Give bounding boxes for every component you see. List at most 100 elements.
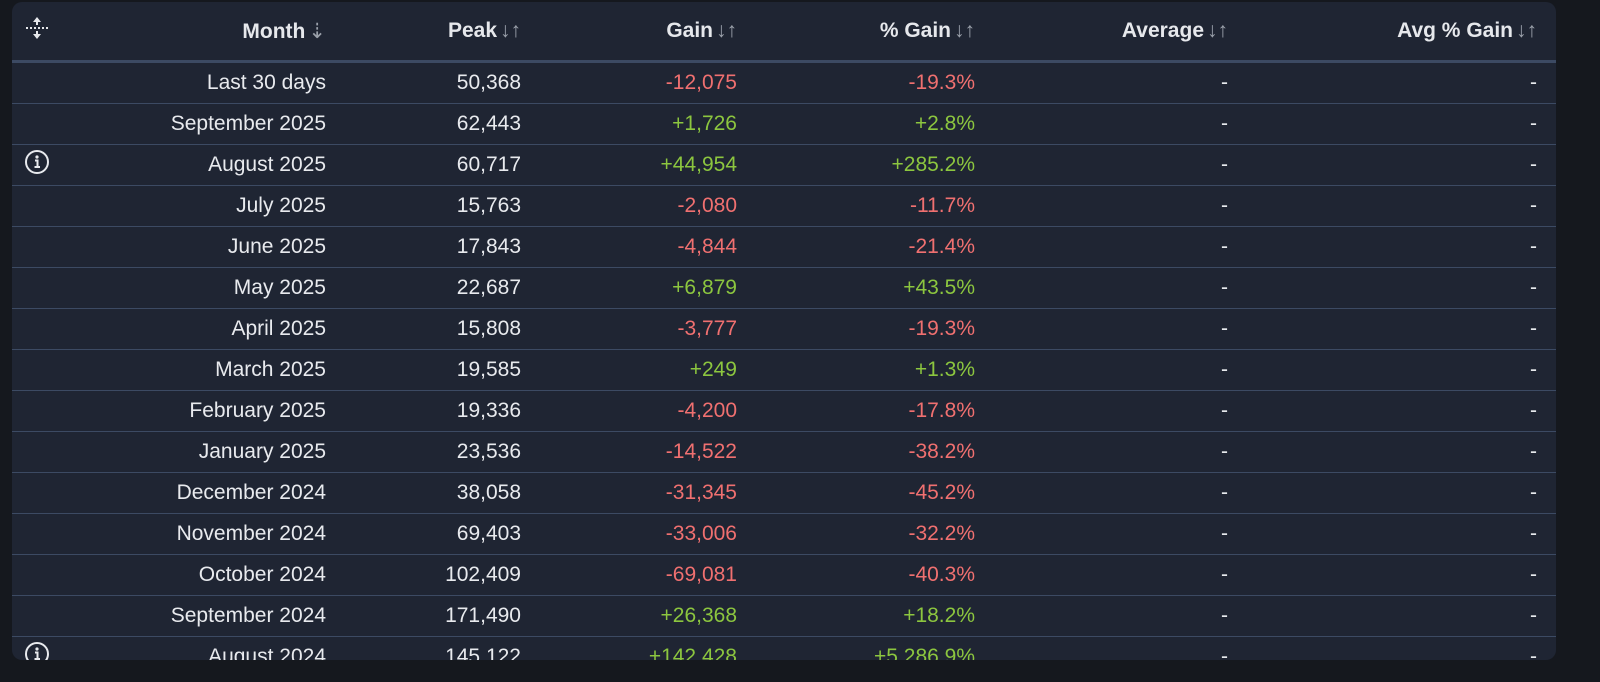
monthly-stats-table-panel: Month ⇣ Peak ↓↑ Gain ↓↑% Gain ↓↑ Average ↓↑ Avg %… [12,2,1556,660]
info-icon[interactable] [24,641,50,660]
column-header-pct-gain[interactable]: % Gain ↓↑ [737,2,975,63]
row-spacer [1537,349,1556,391]
column-header-peak[interactable]: Peak ↓↑ [326,2,521,63]
sort-descending-icon[interactable]: ⇣ [308,19,326,43]
average-cell: - [975,595,1228,637]
column-header-avg-pct-gain[interactable]: Avg % Gain ↓↑ [1228,2,1537,63]
info-icon[interactable] [24,149,50,175]
expand-toggle[interactable] [12,2,68,63]
avg-pct-gain-cell: - [1228,472,1537,514]
row-info-cell[interactable] [12,144,68,186]
average-cell: - [975,308,1228,350]
table-row: February 2025 19,336 -4,200 -17.8% - - [12,390,1556,432]
avg-pct-gain-cell: - [1228,595,1537,637]
pct-gain-cell: +18.2% [737,595,975,637]
sort-icon[interactable]: ↓↑ [500,19,521,42]
row-info-cell [12,431,68,473]
sort-icon[interactable]: ↓↑ [1207,19,1228,42]
peak-cell: 19,585 [326,349,521,391]
row-info-cell [12,554,68,596]
peak-cell: 60,717 [326,144,521,186]
table-row: January 2025 23,536 -14,522 -38.2% - - [12,431,1556,473]
pct-gain-cell: -38.2% [737,431,975,473]
column-label: Avg % Gain [1397,19,1513,42]
avg-pct-gain-cell: - [1228,513,1537,555]
month-cell: July 2025 [68,185,326,227]
table-row: September 2024 171,490 +26,368 +18.2% - … [12,595,1556,637]
peak-cell: 15,763 [326,185,521,227]
peak-cell: 19,336 [326,390,521,432]
gain-cell: -2,080 [521,185,737,227]
peak-cell: 15,808 [326,308,521,350]
gain-cell: -3,777 [521,308,737,350]
table-row: August 2024 145,122 +142,428 +5,286.9% -… [12,636,1556,660]
month-cell: March 2025 [68,349,326,391]
average-cell: - [975,349,1228,391]
gain-cell: +249 [521,349,737,391]
average-cell: - [975,554,1228,596]
column-label: Month [242,19,306,43]
row-info-cell [12,308,68,350]
sort-icon[interactable]: ↓↑ [1516,19,1537,42]
peak-cell: 171,490 [326,595,521,637]
month-cell: Last 30 days [68,61,326,104]
sort-icon[interactable]: ↓↑ [716,19,737,42]
gain-cell: -31,345 [521,472,737,514]
gain-cell: -4,200 [521,390,737,432]
column-header-month[interactable]: Month ⇣ [68,2,326,63]
month-cell: October 2024 [68,554,326,596]
column-label: Gain [666,19,713,42]
average-cell: - [975,61,1228,104]
avg-pct-gain-cell: - [1228,554,1537,596]
pct-gain-cell: -19.3% [737,308,975,350]
month-cell: September 2024 [68,595,326,637]
avg-pct-gain-cell: - [1228,267,1537,309]
gain-cell: -33,006 [521,513,737,555]
gain-cell: -69,081 [521,554,737,596]
average-cell: - [975,390,1228,432]
row-info-cell[interactable] [12,636,68,660]
month-cell: August 2024 [68,636,326,660]
gain-cell: +6,879 [521,267,737,309]
peak-cell: 22,687 [326,267,521,309]
average-cell: - [975,513,1228,555]
row-spacer [1537,103,1556,145]
gain-cell: +26,368 [521,595,737,637]
avg-pct-gain-cell: - [1228,144,1537,186]
column-header-average[interactable]: Average ↓↑ [975,2,1228,63]
row-info-cell [12,595,68,637]
month-cell: August 2025 [68,144,326,186]
row-spacer [1537,513,1556,555]
gain-cell: +1,726 [521,103,737,145]
pct-gain-cell: -32.2% [737,513,975,555]
peak-cell: 102,409 [326,554,521,596]
row-info-cell [12,103,68,145]
gain-cell: +44,954 [521,144,737,186]
row-spacer [1537,431,1556,473]
month-cell: September 2025 [68,103,326,145]
expand-vertical-icon [26,17,48,39]
pct-gain-cell: -45.2% [737,472,975,514]
avg-pct-gain-cell: - [1228,636,1537,660]
sort-icon[interactable]: ↓↑ [954,19,975,42]
row-spacer [1537,267,1556,309]
row-spacer [1537,185,1556,227]
header-row: Month ⇣ Peak ↓↑ Gain ↓↑% Gain ↓↑ Average ↓↑ Avg %… [12,2,1556,63]
month-cell: November 2024 [68,513,326,555]
pct-gain-cell: +285.2% [737,144,975,186]
table-row: November 2024 69,403 -33,006 -32.2% - - [12,513,1556,555]
row-spacer [1537,61,1556,104]
gain-cell: +142,428 [521,636,737,660]
avg-pct-gain-cell: - [1228,349,1537,391]
row-spacer [1537,144,1556,186]
column-label: Peak [447,19,497,42]
row-spacer [1537,472,1556,514]
average-cell: - [975,636,1228,660]
avg-pct-gain-cell: - [1228,390,1537,432]
row-info-cell [12,61,68,104]
header-spacer [1537,2,1556,63]
row-spacer [1537,308,1556,350]
average-cell: - [975,472,1228,514]
row-spacer [1537,554,1556,596]
column-header-gain[interactable]: Gain ↓↑ [521,2,737,63]
